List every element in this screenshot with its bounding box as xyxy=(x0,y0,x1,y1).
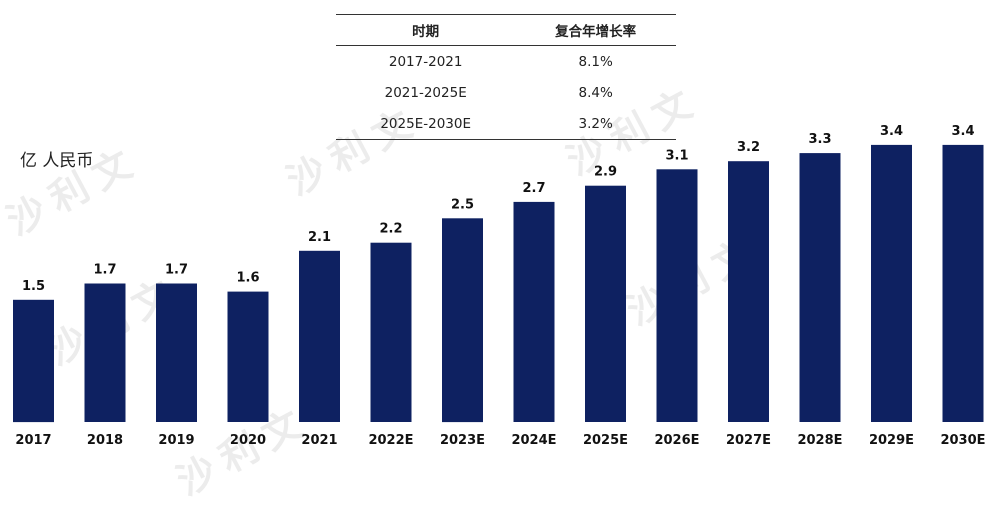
unit-label: 亿 人民币 xyxy=(20,151,94,171)
data-label: 3.1 xyxy=(665,148,688,163)
data-label: 3.4 xyxy=(951,124,974,139)
bar-chart: 1.5 2017 1.7 2018 1.7 2019 1.6 2020 2.1 2021 2.2 20… xyxy=(13,124,986,448)
cagr-rate: 8.1% xyxy=(578,53,613,70)
cagr-period: 2021-2025E xyxy=(384,84,467,101)
cagr-period: 2025E-2030E xyxy=(336,108,516,140)
bar-2020 xyxy=(227,291,269,422)
x-tick-label: 2023E xyxy=(440,433,485,448)
cagr-row: 2025E-2030E 3.2% xyxy=(336,108,676,140)
cagr-header-period: 时期 xyxy=(336,14,516,46)
data-label: 2.9 xyxy=(594,165,617,180)
cagr-header-rate: 复合年增长率 xyxy=(515,14,676,46)
x-tick-label: 2017 xyxy=(15,433,51,448)
x-tick-label: 2025E xyxy=(583,433,628,448)
x-tick-label: 2026E xyxy=(654,433,699,448)
data-label: 1.5 xyxy=(22,279,45,294)
data-label: 2.1 xyxy=(308,230,331,245)
x-tick-label: 2022E xyxy=(368,433,413,448)
data-label: 1.7 xyxy=(165,263,188,278)
cagr-table: 时期 复合年增长率 2017-2021 8.1% 2021-2025E 8.4%… xyxy=(336,14,676,140)
x-tick-label: 2030E xyxy=(940,433,985,448)
bar-2025E xyxy=(585,185,626,422)
cagr-rate: 8.4% xyxy=(578,84,613,101)
x-tick-label: 2018 xyxy=(87,433,123,448)
bar-2022E xyxy=(370,242,412,422)
x-tick-label: 2021 xyxy=(301,433,337,448)
x-tick-label: 2019 xyxy=(158,433,194,448)
data-label: 3.2 xyxy=(737,140,760,155)
cagr-rate: 3.2% xyxy=(515,108,676,140)
bar-2019 xyxy=(156,283,197,422)
bar-2030E xyxy=(942,144,984,422)
data-label: 2.2 xyxy=(379,222,402,237)
bar-2021 xyxy=(299,250,340,422)
data-label: 2.5 xyxy=(451,197,474,212)
cagr-row: 2021-2025E 8.4% xyxy=(336,77,676,108)
data-label: 1.7 xyxy=(93,263,116,278)
data-label: 1.6 xyxy=(236,271,259,286)
bar-2026E xyxy=(656,169,698,422)
data-label: 2.7 xyxy=(522,181,545,196)
x-tick-label: 2029E xyxy=(869,433,914,448)
data-label: 3.3 xyxy=(808,132,831,147)
bar-2028E xyxy=(799,153,841,422)
bar-2018 xyxy=(84,283,126,422)
data-label: 3.4 xyxy=(880,124,903,139)
bar-2029E xyxy=(871,144,912,422)
bar-2017 xyxy=(13,299,54,423)
bar-2023E xyxy=(442,218,483,423)
x-tick-label: 2020 xyxy=(230,433,266,448)
x-tick-label: 2028E xyxy=(797,433,842,448)
cagr-row: 2017-2021 8.1% xyxy=(336,46,676,78)
x-tick-label: 2027E xyxy=(726,433,771,448)
x-tick-label: 2024E xyxy=(511,433,556,448)
cagr-header-row: 时期 复合年增长率 xyxy=(336,14,676,46)
cagr-period: 2017-2021 xyxy=(388,53,463,70)
bar-2027E xyxy=(728,161,769,422)
bar-2024E xyxy=(513,201,555,422)
